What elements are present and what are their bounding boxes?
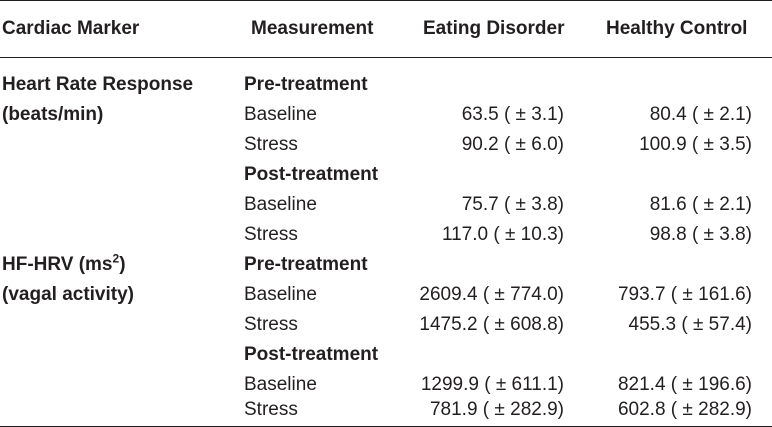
table-top-rule <box>0 0 772 1</box>
phase-label: Post-treatment <box>244 344 379 365</box>
healthy-control-value: 793.7 ( ± 161.6) <box>617 284 752 305</box>
marker-name-tail: ) <box>119 254 126 275</box>
measurement-label: Baseline <box>244 284 317 305</box>
phase-label: Post-treatment <box>244 164 379 185</box>
measurement-label: Stress <box>244 134 298 155</box>
header-healthy-control: Healthy Control <box>606 18 748 39</box>
eating-disorder-value: 75.7 ( ± 3.8) <box>461 194 564 215</box>
header-rule <box>0 57 772 58</box>
eating-disorder-value: 117.0 ( ± 10.3) <box>441 224 564 245</box>
eating-disorder-value: 1475.2 ( ± 608.8) <box>419 314 564 335</box>
phase-label: Pre-treatment <box>244 254 368 275</box>
marker-name: Heart Rate Response <box>2 74 194 95</box>
healthy-control-value: 80.4 ( ± 2.1) <box>649 104 752 125</box>
header-eating-disorder: Eating Disorder <box>423 18 565 39</box>
healthy-control-value: 100.9 ( ± 3.5) <box>639 134 752 155</box>
measurement-label: Baseline <box>244 194 317 215</box>
healthy-control-value: 602.8 ( ± 282.9) <box>617 399 752 420</box>
measurement-label: Baseline <box>244 104 317 125</box>
marker-name: HF-HRV (ms2) <box>2 250 126 280</box>
healthy-control-value: 821.4 ( ± 196.6) <box>617 374 752 395</box>
measurement-label: Stress <box>244 224 298 245</box>
measurement-label: Stress <box>244 399 298 420</box>
healthy-control-value: 455.3 ( ± 57.4) <box>628 314 752 335</box>
header-measurement: Measurement <box>251 18 374 39</box>
marker-name-text: HF-HRV (ms <box>2 254 113 275</box>
eating-disorder-value: 2609.4 ( ± 774.0) <box>419 284 564 305</box>
measurement-label: Baseline <box>244 374 317 395</box>
eating-disorder-value: 90.2 ( ± 6.0) <box>461 134 564 155</box>
measurement-label: Stress <box>244 314 298 335</box>
eating-disorder-value: 1299.9 ( ± 611.1) <box>420 374 564 395</box>
healthy-control-value: 81.6 ( ± 2.1) <box>649 194 752 215</box>
marker-unit: (vagal activity) <box>2 284 134 305</box>
marker-name-superscript: 2 <box>112 251 120 266</box>
marker-unit: (beats/min) <box>2 104 104 125</box>
eating-disorder-value: 63.5 ( ± 3.1) <box>461 104 564 125</box>
healthy-control-value: 98.8 ( ± 3.8) <box>649 224 752 245</box>
phase-label: Pre-treatment <box>244 74 368 95</box>
eating-disorder-value: 781.9 ( ± 282.9) <box>429 399 564 420</box>
header-cardiac-marker: Cardiac Marker <box>2 18 140 39</box>
